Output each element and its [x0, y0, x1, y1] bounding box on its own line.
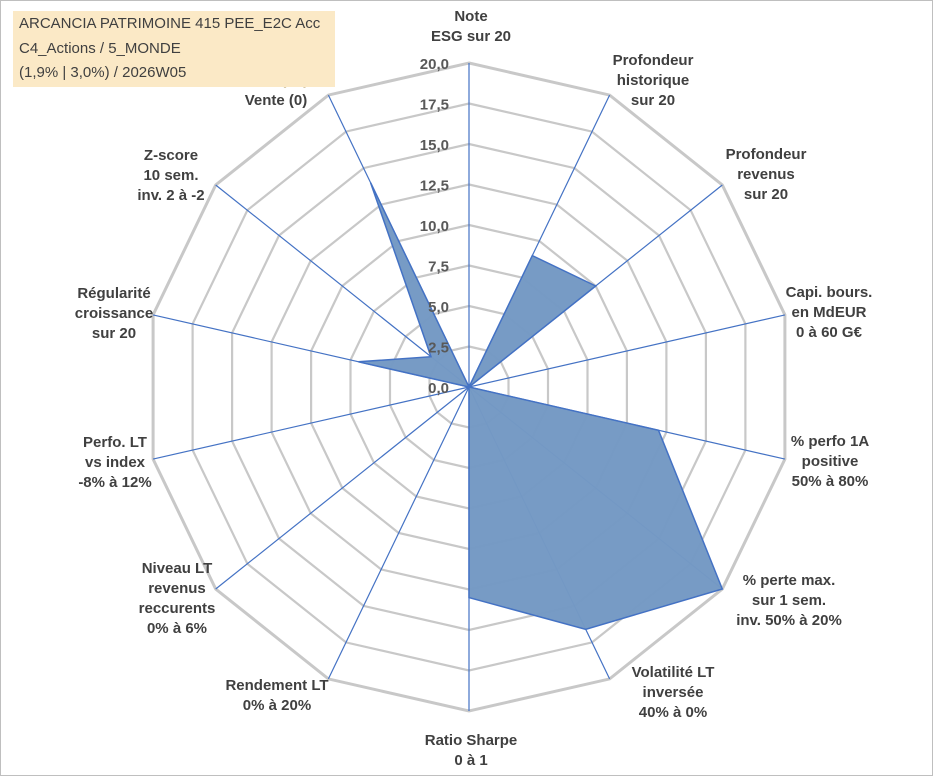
axis-label: sur 1 sem. [752, 592, 826, 609]
axis-spoke [215, 386, 470, 590]
axis-spoke [152, 386, 470, 460]
axis-label: Profondeur [613, 52, 694, 69]
axis-label: Profondeur [726, 146, 807, 163]
axis-label: ESG sur 20 [431, 28, 511, 45]
axis-spoke [327, 386, 470, 680]
axis-label: 0% à 20% [243, 697, 311, 714]
axis-label: Perfo. LT [83, 434, 147, 451]
axis-label: positive [802, 453, 859, 470]
axis-label: revenus [148, 580, 206, 597]
axis-label: sur 20 [92, 325, 136, 342]
axis-label: % perte max. [743, 572, 836, 589]
tick-label: 20,0 [420, 56, 449, 73]
axis-label: inv. 50% à 20% [736, 612, 842, 629]
axis-label: 0 à 60 G€ [796, 324, 863, 341]
axis-label: 40% à 0% [639, 704, 707, 721]
radar-tick-labels: 0,0 2,5 5,0 7,5 10,0 12,5 15,0 17,5 20,0 [420, 56, 449, 397]
axis-label: % perfo 1A [791, 433, 870, 450]
chart-title-box: ARCANCIA PATRIMOINE 415 PEE_E2C Acc C4_A… [13, 11, 335, 87]
axis-label: 50% à 80% [792, 473, 869, 490]
chart-title-line-1: ARCANCIA PATRIMOINE 415 PEE_E2C Acc [19, 15, 321, 32]
axis-label: historique [617, 72, 690, 89]
axis-spoke [468, 314, 786, 388]
axis-label: Z-score [144, 147, 198, 164]
axis-label: Rendement LT [225, 677, 328, 694]
axis-label: Note [454, 8, 487, 25]
axis-label: Régularité [77, 285, 150, 302]
tick-label: 17,5 [420, 97, 449, 114]
axis-label: -8% à 12% [78, 474, 151, 491]
axis-label: Niveau LT [142, 560, 213, 577]
tick-label: 7,5 [428, 259, 449, 276]
radar-series [358, 182, 724, 631]
radar-axis-labels: Note ESG sur 20 Profondeur historique sur 20… [75, 8, 873, 769]
axis-label: en MdEUR [792, 304, 867, 321]
tick-label: 5,0 [428, 299, 449, 316]
axis-label: revenus [737, 166, 795, 183]
axis-label: 0 à 1 [454, 752, 487, 769]
axis-label: sur 20 [631, 92, 675, 109]
axis-label: reccurents [139, 600, 216, 617]
axis-spoke [215, 184, 470, 388]
axis-label: Capi. bours. [786, 284, 873, 301]
tick-label: 0,0 [428, 380, 449, 397]
chart-title-line-3: (1,9% | 3,0%) / 2026W05 [19, 64, 187, 81]
chart-title-line-2: C4_Actions / 5_MONDE [19, 40, 181, 57]
axis-label: croissance [75, 305, 153, 322]
axis-label: inv. 2 à -2 [137, 187, 204, 204]
axis-label: Ratio Sharpe [425, 732, 518, 749]
axis-label: inversée [643, 684, 704, 701]
axis-label: 10 sem. [143, 167, 198, 184]
axis-label: Vente (0) [245, 92, 308, 109]
series-area [358, 182, 724, 631]
axis-label: Volatilité LT [632, 664, 715, 681]
tick-label: 10,0 [420, 218, 449, 235]
axis-label: sur 20 [744, 186, 788, 203]
axis-label: 0% à 6% [147, 620, 207, 637]
axis-label: vs index [85, 454, 146, 471]
tick-label: 12,5 [420, 178, 449, 195]
tick-label: 15,0 [420, 137, 449, 154]
tick-label: 2,5 [428, 340, 449, 357]
